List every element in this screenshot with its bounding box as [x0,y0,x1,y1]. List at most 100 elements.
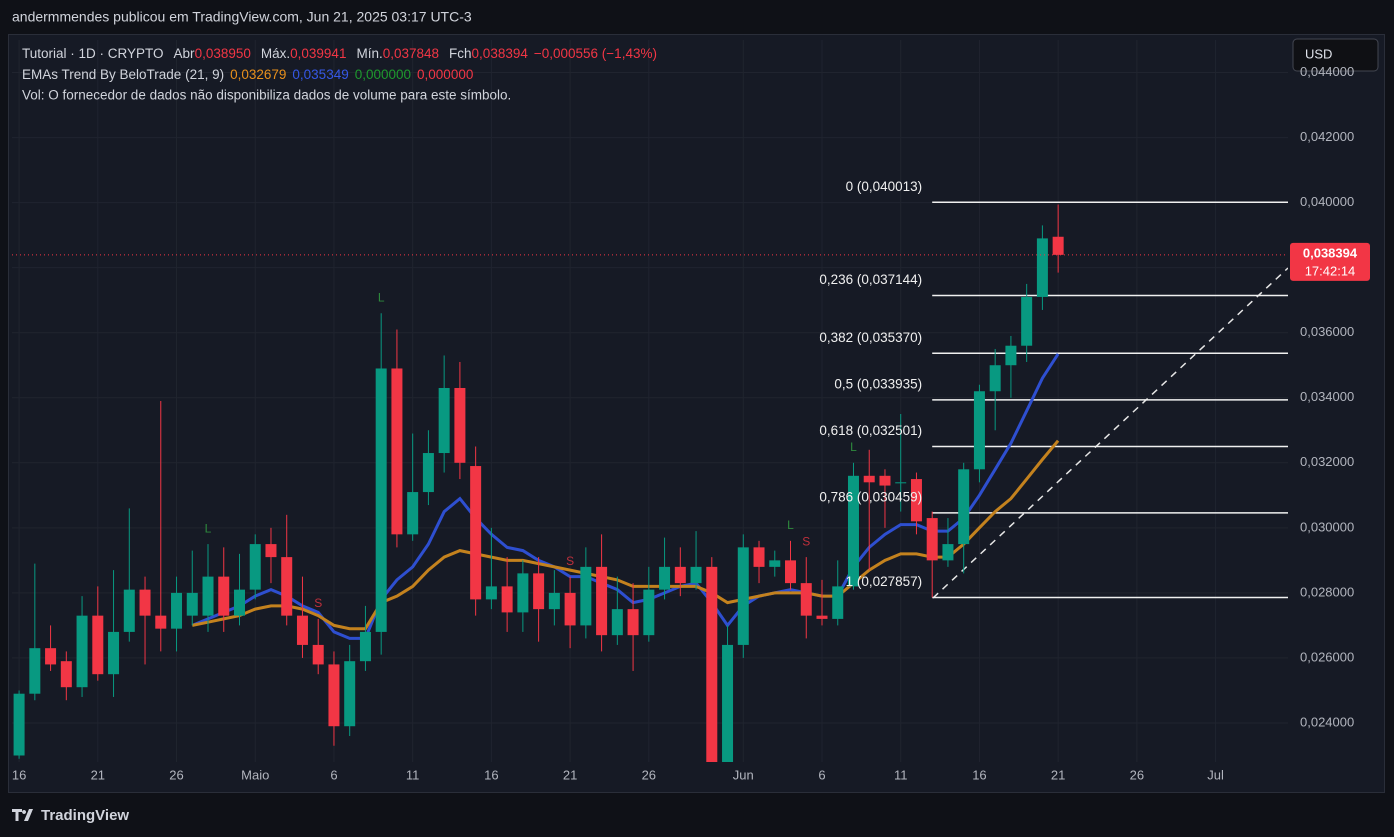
y-tick-label: 0,028000 [1300,584,1354,599]
candle-body [958,469,970,545]
y-tick-label: 0,044000 [1300,64,1354,79]
indicator-line: EMAs Trend By BeloTrade (21, 9) 0,032679 0… [22,67,473,82]
legend-symbol: Tutorial · 1D · CRYPTO [22,46,164,61]
candle-body [832,586,844,619]
candle-body [375,368,387,632]
fib-trend-line [932,267,1288,599]
x-tick-label: 16 [484,767,498,782]
candle-body [422,453,434,493]
candle-body [123,589,135,632]
indicator-value: 0,000000 [355,67,411,82]
fib-label: 0,5 (0,033935) [834,376,922,391]
candle-body [690,566,702,584]
y-tick-label: 0,040000 [1300,194,1354,209]
candle-body [202,576,214,616]
fib-label: 0,236 (0,037144) [819,272,922,287]
candle-body [501,586,513,613]
candle-body [847,475,859,587]
fib-label: 0,786 (0,030459) [819,489,922,504]
candle-body [186,592,198,616]
x-tick-label: 21 [563,767,577,782]
candle-body [344,661,356,727]
candle-body [218,576,230,616]
candle-body [737,547,749,645]
signal-label: S [566,554,574,568]
ema-line [191,353,1060,640]
signal-label: L [787,518,794,532]
currency-label[interactable]: USD [1305,46,1332,61]
candle-body [706,566,718,762]
candle-body [879,475,891,486]
candle-body [643,589,655,636]
brand: TradingView [41,807,129,824]
y-tick-label: 0,026000 [1300,649,1354,664]
x-tick-label: 6 [818,767,825,782]
y-tick-label: 0,030000 [1300,519,1354,534]
candle-body [533,573,545,610]
candle-body [800,583,812,616]
candle-body [564,592,576,626]
signal-label: L [378,290,385,304]
candle-body [611,609,623,636]
candle-body [328,664,340,727]
signal-label: S [802,534,810,548]
legend-field-value: 0,038394 [472,46,529,61]
fib-label: 1 (0,027857) [846,574,923,589]
volume-note: Vol: O fornecedor de dados não disponibi… [22,88,511,103]
header: andermmendes publicou em TradingView.com… [12,9,472,25]
price-tag-countdown: 17:42:14 [1305,263,1356,278]
candle-body [769,560,781,567]
x-tick-label: 6 [330,767,337,782]
candle-body [454,387,466,463]
candle-body [92,615,104,675]
candle-body [139,589,151,616]
legend-field-value: 0,039941 [290,46,346,61]
x-tick-label: 26 [642,767,656,782]
candle-body [233,589,245,616]
y-tick-label: 0,042000 [1300,129,1354,144]
y-tick-label: 0,032000 [1300,454,1354,469]
candle-body [926,518,938,561]
y-tick-label: 0,024000 [1300,714,1354,729]
candle-body [265,544,277,558]
x-tick-label: 16 [972,767,986,782]
candle-body [1052,236,1064,255]
x-tick-label: 11 [894,767,908,782]
candle-body [863,475,875,483]
indicator-value: 0,000000 [417,67,473,82]
candle-body [407,492,419,535]
candle-body [281,557,293,616]
legend-field-label: Fch [449,46,472,61]
price-tag-value: 0,038394 [1303,245,1358,260]
candle-body [29,648,41,694]
legend-line: Tutorial · 1D · CRYPTO Abr0,038950 Máx.0,0… [22,46,657,61]
candle-body [989,365,1001,392]
candle-body [485,586,497,600]
candle-body [659,566,671,590]
plot [12,201,1288,762]
signal-label: L [850,440,857,454]
ema-line [192,439,1060,631]
candle-body [45,648,57,665]
indicator-value: 0,032679 [230,67,286,82]
candle-body [973,391,985,470]
candle-body [722,644,734,762]
candle-body [674,566,686,584]
candle-body [359,631,371,662]
candle-body [296,615,308,645]
candle-body [438,387,450,454]
candle-body [1005,345,1017,366]
currency-button[interactable] [1292,38,1379,72]
candle-body [312,644,324,665]
candle-body [155,615,167,629]
candle-body [76,615,88,688]
price-tag [1290,242,1370,281]
indicator-value: 0,035349 [292,67,348,82]
signal-label: S [314,596,322,610]
candle-body [13,693,25,756]
y-tick-label: 0,034000 [1300,389,1354,404]
candle-body [391,368,403,535]
fib-label: 0,382 (0,035370) [819,330,922,345]
